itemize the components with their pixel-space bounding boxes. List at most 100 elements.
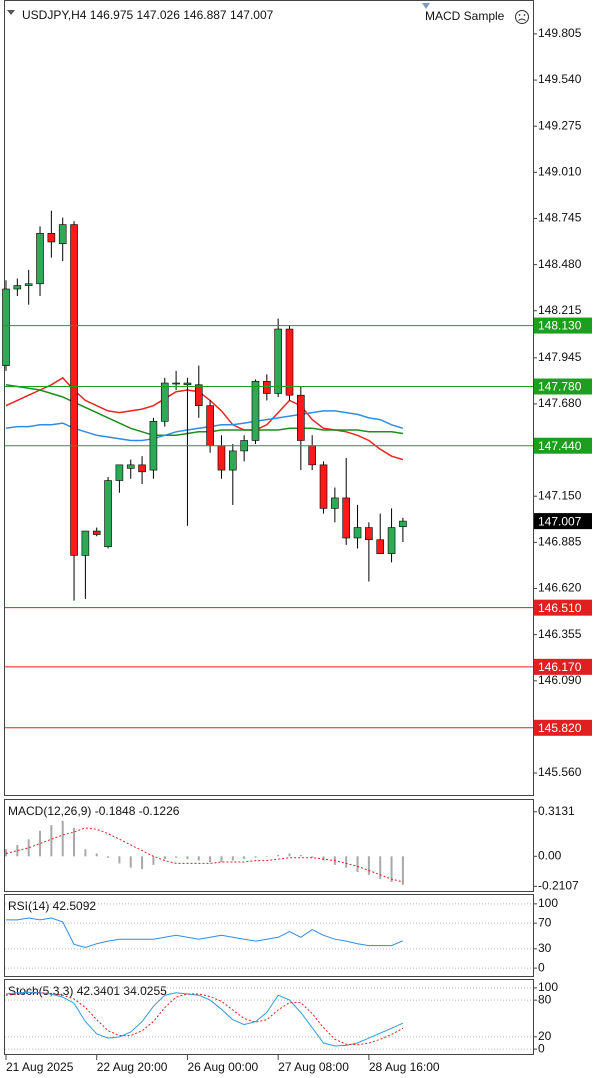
macd-bar <box>197 856 200 861</box>
candle-body <box>58 224 67 245</box>
last-price-tag <box>534 513 592 530</box>
y-tick-label: 147.680 <box>538 396 582 410</box>
macd-bar <box>118 856 121 864</box>
candle-body <box>297 394 305 441</box>
candle-body <box>24 283 33 286</box>
y-tick-label: 30 <box>538 941 552 955</box>
y-tick-label: 20 <box>538 1029 552 1043</box>
price-level-label: 146.170 <box>538 660 582 674</box>
candle-body <box>172 382 180 385</box>
macd-signal <box>5 827 404 883</box>
macd-bar <box>390 856 393 882</box>
expert-status-icon[interactable] <box>515 10 529 24</box>
macd-bar <box>16 844 19 857</box>
x-tick-label: 28 Aug 16:00 <box>369 1060 440 1074</box>
candle-body <box>229 450 237 471</box>
y-tick-label: 146.355 <box>538 627 582 641</box>
candle-body <box>81 530 90 556</box>
candle-body <box>387 527 396 554</box>
macd-bar <box>277 854 280 857</box>
candle-body <box>206 405 214 447</box>
price-level-label: 147.440 <box>538 439 582 453</box>
macd-bar <box>311 856 314 858</box>
candle-body <box>2 288 10 366</box>
macd-bar <box>288 853 291 857</box>
price-level-label: 147.780 <box>538 380 582 394</box>
price-level-tag <box>534 658 592 675</box>
y-tick-label: 147.945 <box>538 350 582 364</box>
macd-bar <box>299 854 302 857</box>
expert-name: MACD Sample <box>425 9 505 23</box>
last-price-label: 147.007 <box>538 514 582 528</box>
y-tick-label: 100 <box>538 980 558 994</box>
y-tick-label: 148.745 <box>538 211 582 225</box>
y-tick-label: 145.560 <box>538 765 582 779</box>
y-tick-label: 147.150 <box>538 488 582 502</box>
macd-bar <box>39 830 42 857</box>
price-level-tag <box>534 317 592 334</box>
macd-bar <box>243 856 246 860</box>
candle-body <box>274 328 282 394</box>
macd-bar <box>27 839 30 857</box>
y-tick-label: 149.805 <box>538 26 582 40</box>
macd-bar <box>186 856 189 860</box>
indicator-line <box>5 992 404 1046</box>
macd-bar <box>356 856 359 872</box>
macd-bar <box>61 820 64 857</box>
macd-bar <box>152 856 155 865</box>
price-level-label: 146.510 <box>538 601 582 615</box>
macd-panel <box>4 799 534 892</box>
rsi-panel <box>4 894 534 977</box>
x-tick-label: 22 Aug 20:00 <box>97 1060 168 1074</box>
y-tick-label: 0.00 <box>538 848 562 862</box>
macd-bar <box>5 849 7 857</box>
shift-marker <box>422 3 430 9</box>
macd-bar <box>231 856 234 861</box>
y-tick-label: 80 <box>538 992 552 1006</box>
macd-bar <box>254 856 257 858</box>
macd-bar <box>209 856 212 862</box>
macd-bar <box>322 856 325 861</box>
candle-body <box>47 232 56 243</box>
candle-body <box>183 382 192 386</box>
candle-body <box>376 539 385 554</box>
macd-bar <box>73 827 76 857</box>
candle-body <box>13 285 22 290</box>
price-level-label: 145.820 <box>538 721 582 735</box>
price-level-label: 148.130 <box>538 319 582 333</box>
candle-body <box>353 527 362 539</box>
price-level-tag <box>534 599 592 616</box>
price-level-tag <box>534 437 592 454</box>
indicator-line <box>5 991 404 1047</box>
y-tick-label: 70 <box>538 915 552 929</box>
candle-body <box>263 380 271 394</box>
candle-body <box>115 464 124 481</box>
y-tick-label: 146.620 <box>538 581 582 595</box>
candle-body <box>399 520 407 527</box>
y-tick-label: 146.885 <box>538 535 582 549</box>
macd-bar <box>379 856 382 880</box>
y-tick-label: 149.010 <box>538 165 582 179</box>
macd-bar <box>401 856 404 885</box>
menu-icon[interactable] <box>7 10 15 15</box>
x-tick-label: 26 Aug 00:00 <box>187 1060 258 1074</box>
y-tick-label: 0 <box>538 960 545 974</box>
candle-body <box>104 480 112 548</box>
candle-body <box>331 497 339 509</box>
chart-title: USDJPY,H4 146.975 147.026 146.887 147.00… <box>22 8 274 22</box>
macd-bar <box>141 856 144 870</box>
candle-body <box>194 384 203 406</box>
y-tick-label: 0.3131 <box>538 804 575 818</box>
candle-body <box>36 232 44 285</box>
x-tick-label: 21 Aug 2025 <box>6 1060 74 1074</box>
macd-bar <box>107 856 110 858</box>
y-tick-label: -0.2107 <box>538 878 579 892</box>
candle-body <box>285 328 294 396</box>
macd-bar <box>175 856 178 858</box>
y-tick-label: 100 <box>538 896 558 910</box>
candle-body <box>365 527 373 541</box>
candle-body <box>126 464 135 469</box>
